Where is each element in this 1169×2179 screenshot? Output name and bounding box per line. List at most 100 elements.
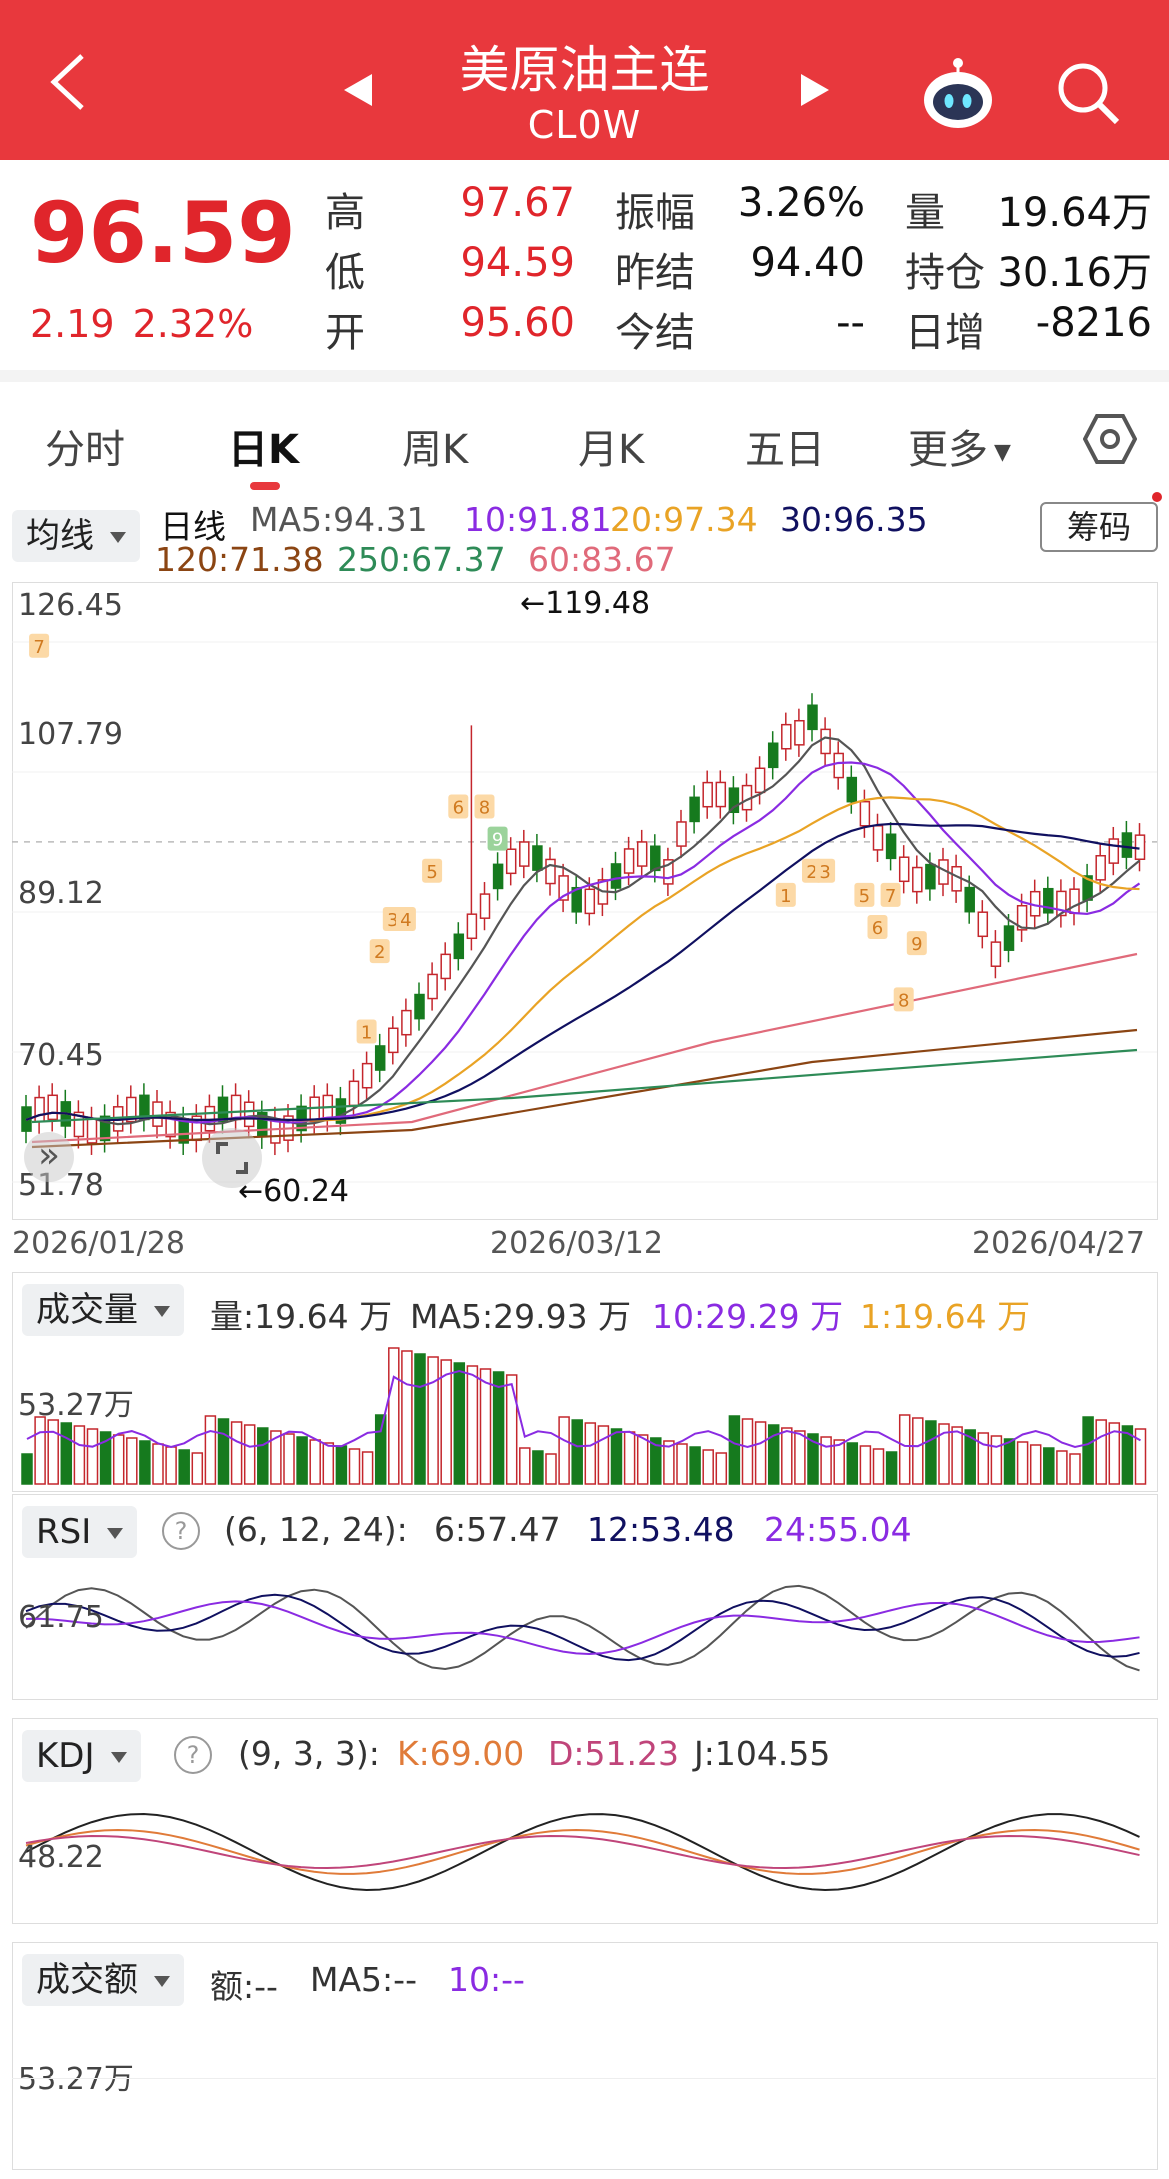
open-label: 开 <box>325 310 365 356</box>
amount-panel: 成交额 额:-- MA5:-- 10:-- 53.27万 <box>12 1942 1158 2172</box>
volume-bar <box>689 1446 701 1485</box>
fullscreen-icon[interactable] <box>202 1128 262 1188</box>
volume-bar <box>322 1442 335 1485</box>
volume-bar <box>283 1433 295 1485</box>
rsi-panel: RSI ? (6, 12, 24): 6:57.47 12:53.48 24:5… <box>12 1494 1158 1702</box>
volume-dropdown[interactable]: 成交量 <box>22 1284 184 1336</box>
rsi-frame <box>12 1494 1158 1700</box>
rsi-chart[interactable] <box>12 1558 1157 1698</box>
candle-body <box>977 911 989 938</box>
volume-bar <box>636 1434 649 1485</box>
caret-down-icon <box>110 532 126 543</box>
y-tick-4: 70.45 <box>18 1038 104 1073</box>
tab-more[interactable]: 更多 ▼ <box>908 417 1011 475</box>
volume-bar <box>1134 1428 1147 1485</box>
candle-body <box>1069 888 1080 915</box>
candle-body <box>532 845 543 871</box>
ma5-legend: MA5:94.31 <box>250 500 428 539</box>
day-increase-label: 日增 <box>905 310 985 356</box>
volume-bar <box>663 1440 675 1485</box>
tab-weekly-k[interactable]: 周K <box>402 427 469 473</box>
volume-bar <box>257 1427 269 1485</box>
volume-bar <box>388 1347 400 1485</box>
rsi-line <box>25 1593 1140 1662</box>
candle-body <box>636 841 648 867</box>
candle-body <box>1043 887 1054 914</box>
ma120-legend: 120:71.38 <box>155 540 324 579</box>
search-icon[interactable] <box>1055 60 1121 126</box>
prev-contract-icon[interactable] <box>338 70 378 110</box>
caret-down-icon <box>110 1752 127 1763</box>
tab-daily-k[interactable]: 日K <box>228 427 299 473</box>
candle-body <box>1016 904 1028 931</box>
volume-bar <box>270 1430 282 1485</box>
tab-five-day[interactable]: 五日 <box>745 427 825 473</box>
candle-body <box>912 866 923 893</box>
candle-body <box>453 933 465 960</box>
volume-bar <box>86 1428 99 1485</box>
amount-dropdown[interactable]: 成交额 <box>22 1954 184 2006</box>
tab-intraday[interactable]: 分时 <box>45 427 125 473</box>
candle-body <box>859 800 871 827</box>
date-mid: 2026/03/12 <box>490 1226 663 1261</box>
rsi-dropdown[interactable]: RSI <box>22 1506 138 1558</box>
ma10-line <box>25 761 1141 1124</box>
min-price-label: ←60.24 <box>238 1174 350 1209</box>
tab-monthly-k[interactable]: 月K <box>578 427 645 473</box>
volume-bar <box>558 1416 570 1485</box>
chip-button[interactable]: 筹码 <box>1040 502 1158 552</box>
candle-body <box>584 888 596 915</box>
amount-frame <box>12 1942 1158 2170</box>
kdj-dropdown[interactable]: KDJ <box>22 1730 141 1782</box>
rsi-axis-label: 61.75 <box>18 1600 104 1635</box>
volume-bar <box>335 1445 348 1485</box>
candle-body <box>623 848 635 874</box>
volume-bar <box>833 1439 845 1485</box>
sequence-badge <box>906 931 927 956</box>
ma-dropdown[interactable]: 均线 <box>12 510 140 562</box>
volume-bar <box>1108 1422 1121 1485</box>
volume-bar <box>73 1425 86 1485</box>
ma250-line <box>31 1048 1138 1124</box>
quote-panel: 96.59 2.19 2.32% 高 97.67 低 94.59 开 95.60 … <box>0 160 1169 370</box>
y-tick-1: 126.45 <box>18 588 123 623</box>
volume-ma1: 1:19.64 万 <box>860 1297 1031 1336</box>
help-icon[interactable]: ? <box>174 1736 212 1774</box>
expand-left-icon[interactable]: » <box>24 1132 74 1182</box>
volume-bar <box>1082 1416 1094 1485</box>
volume-bar <box>1056 1450 1068 1485</box>
candle-body <box>479 893 491 919</box>
candle-body <box>1056 890 1067 917</box>
volume-bar <box>702 1449 714 1485</box>
volume-frame <box>12 1272 1158 1492</box>
volume-bar <box>309 1439 321 1485</box>
settings-hex-icon[interactable] <box>1083 412 1137 466</box>
kline-chart-frame <box>12 582 1158 1220</box>
period-tabs: 分时 日K 周K 月K 五日 更多 ▼ <box>0 382 1169 492</box>
candle-body <box>388 1027 399 1054</box>
next-contract-icon[interactable] <box>795 70 835 110</box>
robot-assistant-icon[interactable] <box>918 55 998 131</box>
divider <box>0 370 1169 382</box>
back-arrow-icon[interactable] <box>44 52 94 112</box>
volume-bar <box>243 1424 256 1485</box>
candle-body <box>885 833 897 860</box>
sequence-number: 3 <box>387 910 398 931</box>
volume-bar <box>545 1453 557 1485</box>
candle-body <box>702 781 713 808</box>
volume-bar <box>361 1451 374 1485</box>
volume-chart[interactable] <box>12 1342 1157 1492</box>
volume-bar <box>60 1422 73 1485</box>
change-pct: 2.32% <box>132 302 254 346</box>
candle-body <box>47 1094 58 1121</box>
kdj-chart[interactable] <box>12 1782 1157 1922</box>
open-interest-value: 30.16万 <box>997 250 1152 296</box>
more-label: 更多 <box>908 427 988 473</box>
contract-title: 美原油主连 <box>459 41 710 99</box>
sequence-badge <box>854 882 875 907</box>
help-icon[interactable]: ? <box>162 1512 200 1550</box>
volume-bar <box>623 1431 636 1485</box>
candle-body <box>728 787 740 814</box>
candle-body <box>754 767 766 794</box>
